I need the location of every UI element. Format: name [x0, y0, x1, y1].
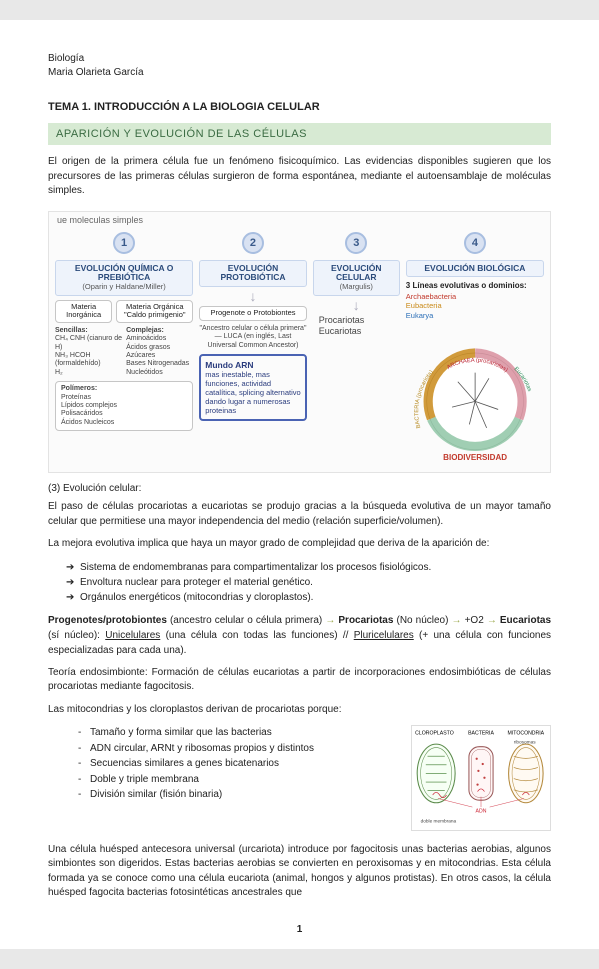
list-item: Tamaño y forma similar que las bacterias: [78, 725, 551, 741]
figure-stage-1: 1 EVOLUCIÓN QUÍMICA O PREBIÓTICA (Oparin…: [55, 232, 193, 467]
page-header-meta: Biología Maria Olarieta García: [48, 52, 551, 79]
list-item: Doble y triple membrana: [78, 772, 551, 788]
biodiversity-circle: ARCHAEA (procariotas) BACTERIA (procario…: [406, 325, 544, 466]
list-item: Orgánulos energéticos (mitocondrias y cl…: [66, 590, 551, 605]
para-procar-eucar: El paso de células procariotas a eucario…: [48, 500, 551, 529]
svg-text:BIODIVERSIDAD: BIODIVERSIDAD: [443, 453, 507, 462]
stage-3-items: Procariotas Eucariotas: [313, 315, 400, 337]
para-teoria-endosimb: Teoría endosimbionte: Formación de célul…: [48, 666, 551, 695]
domain-eubacteria: Eubacteria: [406, 301, 442, 310]
mundo-arn-box: Mundo ARN mas inestable, mas funciones, …: [199, 354, 307, 421]
arrow-right-icon: →: [487, 615, 500, 626]
intro-paragraph: El origen de la primera célula fue un fe…: [48, 155, 551, 199]
para-mito-lead: Las mitocondrias y los cloroplastos deri…: [48, 703, 551, 718]
figure-caption-top: ue moleculas simples: [49, 212, 550, 228]
svg-text:doble membrana: doble membrana: [421, 819, 457, 825]
stage-2-number: 2: [242, 232, 264, 254]
domain-eukarya: Eukarya: [406, 311, 434, 320]
stage-1-simple-items: CH₄ CNH (cianuro de H) NH₃ HCOH (formald…: [55, 335, 122, 376]
stage-1-complex-label: Complejas:: [126, 327, 164, 334]
arrow-right-icon: →: [452, 615, 465, 626]
document-page: Biología Maria Olarieta García TEMA 1. I…: [0, 20, 599, 949]
stage-1-polymers-box: Polímeros: Proteínas Lípidos complejos P…: [55, 381, 193, 431]
para-mejora-lead: La mejora evolutiva implica que haya un …: [48, 537, 551, 552]
stage-1-inorganic-pill: Materia Inorgánica: [55, 300, 112, 323]
tema-title: TEMA 1. INTRODUCCIÓN A LA BIOLOGIA CELUL…: [48, 101, 551, 113]
list-item: Secuencias similares a genes bicatenario…: [78, 756, 551, 772]
stage-4-domains: 3 Líneas evolutivas o dominios: Archaeba…: [406, 281, 544, 321]
course-name: Biología: [48, 52, 551, 66]
mejora-bullet-list: Sistema de endomembranas para compartime…: [66, 560, 551, 605]
domain-archae: Archaebacteria: [406, 292, 456, 301]
stage-2-ancestor-text: "Ancestro celular o célula primera" — LU…: [199, 325, 307, 350]
stage-1-simple-label: Sencillas:: [55, 327, 88, 334]
figure-stage-3: 3 EVOLUCIÓN CELULAR (Margulis) ↓ Procari…: [313, 232, 400, 467]
stage-2-progenote-pill: Progenote o Protobiontes: [199, 306, 307, 321]
sub3-label: (3) Evolución celular:: [48, 483, 551, 494]
stage-1-complex-items: Aminoácidos Ácidos grasos Azúcares Bases…: [126, 335, 189, 376]
figure-stage-2: 2 EVOLUCIÓN PROTOBIÓTICA ↓ Progenote o P…: [199, 232, 307, 467]
stage-4-number: 4: [464, 232, 486, 254]
progenote-chain: Progenotes/protobiontes (ancestro celula…: [48, 613, 551, 658]
list-item: ADN circular, ARNt y ribosomas propios y…: [78, 741, 551, 757]
stage-1-title: EVOLUCIÓN QUÍMICA O PREBIÓTICA (Oparin y…: [55, 260, 193, 296]
stage-1-number: 1: [113, 232, 135, 254]
list-item: Sistema de endomembranas para compartime…: [66, 560, 551, 575]
page-number: 1: [0, 924, 599, 935]
list-item: Envoltura nuclear para proteger el mater…: [66, 575, 551, 590]
stage-3-number: 3: [345, 232, 367, 254]
down-arrow-icon: ↓: [199, 291, 307, 302]
section-heading: APARICIÓN Y EVOLUCIÓN DE LAS CÉLULAS: [48, 123, 551, 145]
stage-1-organic-pill: Materia Orgánica "Caldo primigenio": [116, 300, 193, 323]
stage-4-title: EVOLUCIÓN BIOLÓGICA: [406, 260, 544, 278]
stage-2-title: EVOLUCIÓN PROTOBIÓTICA: [199, 260, 307, 288]
arrow-right-icon: →: [325, 615, 338, 626]
author-name: Maria Olarieta García: [48, 66, 551, 80]
mito-dash-list: Tamaño y forma similar que las bacterias…: [78, 725, 551, 803]
list-item: División similar (fisión binaria): [78, 787, 551, 803]
svg-text:ADN: ADN: [476, 808, 487, 814]
para-final: Una célula huésped antecesora universal …: [48, 843, 551, 901]
figure-stage-4: 4 EVOLUCIÓN BIOLÓGICA 3 Líneas evolutiva…: [406, 232, 544, 467]
evolution-figure: ue moleculas simples 1 EVOLUCIÓN QUÍMICA…: [48, 211, 551, 474]
stage-3-title: EVOLUCIÓN CELULAR (Margulis): [313, 260, 400, 296]
down-arrow-icon: ↓: [313, 300, 400, 311]
